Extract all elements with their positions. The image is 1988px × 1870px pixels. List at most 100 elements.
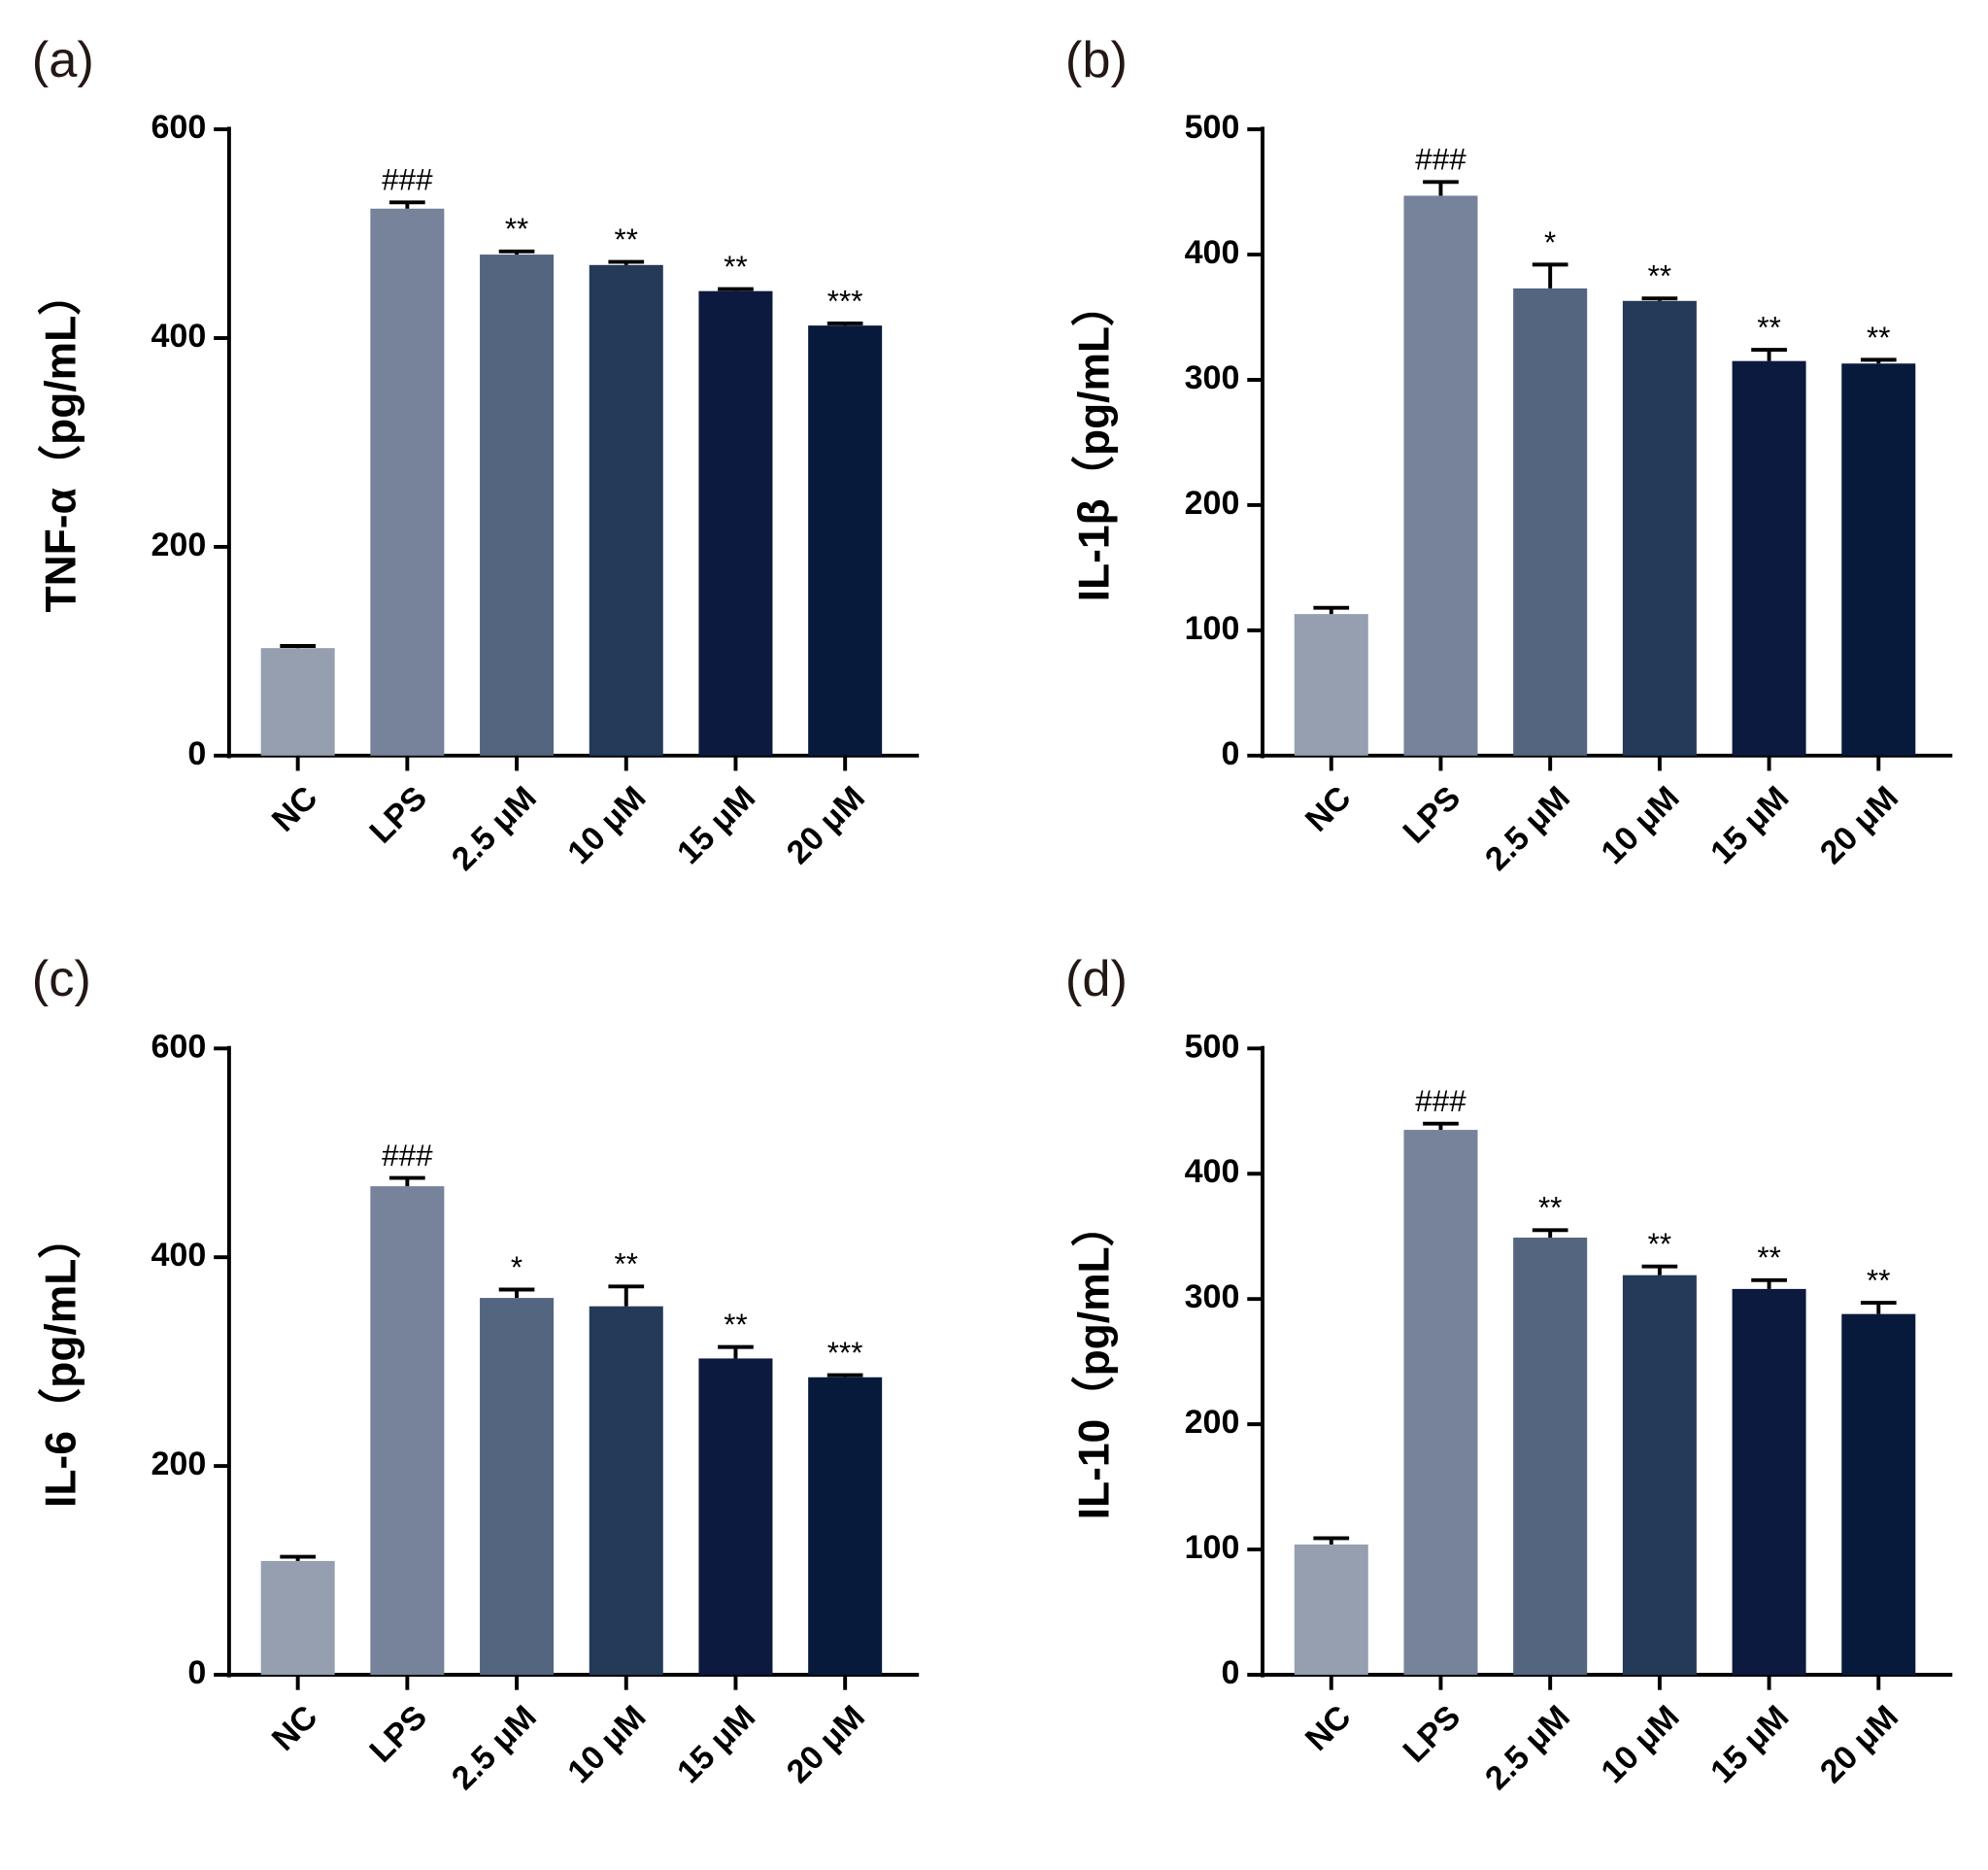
y-tick-label: 200	[1185, 485, 1240, 522]
bar	[1622, 300, 1697, 756]
y-tick-label: 200	[151, 527, 206, 563]
bar	[698, 290, 773, 756]
bar	[589, 1306, 663, 1676]
significance-label: **	[505, 212, 528, 246]
x-tick-label: 20 μM	[780, 779, 872, 871]
significance-label: **	[1867, 1264, 1890, 1298]
x-tick-label: NC	[1298, 1698, 1359, 1757]
significance-label: **	[1538, 1191, 1562, 1225]
panel: (d) IL-10（pg/mL） 0 100 200 300 400 500 NC ### LPS *…	[1065, 951, 1953, 1797]
bar	[1403, 195, 1478, 756]
x-tick-label: LPS	[362, 1698, 434, 1769]
y-axis-label: IL-10（pg/mL）	[1070, 1204, 1118, 1519]
y-tick-label: 400	[151, 318, 206, 355]
x-tick-label: 2.5 μM	[445, 779, 544, 878]
y-axis-label: IL-1β（pg/mL）	[1070, 284, 1118, 602]
significance-label: **	[724, 250, 747, 284]
bar	[1403, 1130, 1478, 1676]
significance-label: **	[724, 1308, 747, 1342]
panel: (c) IL-6（pg/mL） 0 200 400 600 NC ### LPS * 2.5 μM *…	[32, 951, 920, 1797]
y-tick-label: 400	[1185, 1153, 1240, 1190]
significance-label: **	[1757, 311, 1780, 345]
bar	[808, 1377, 883, 1676]
x-tick-label: NC	[1298, 779, 1359, 838]
y-tick-label: 400	[1185, 234, 1240, 271]
x-tick-label: 2.5 μM	[1478, 779, 1577, 878]
y-axis-label: TNF-α（pg/mL）	[37, 272, 84, 612]
bar	[1732, 1288, 1806, 1676]
significance-label: ###	[1415, 1084, 1466, 1118]
significance-label: **	[1757, 1241, 1780, 1275]
bar	[1294, 614, 1368, 756]
bar	[808, 325, 883, 756]
x-tick-label: 15 μM	[1703, 779, 1796, 871]
bar	[370, 1186, 445, 1676]
x-tick-label: 20 μM	[1813, 1698, 1905, 1790]
x-tick-label: 15 μM	[1703, 1698, 1796, 1790]
x-tick-label: 15 μM	[670, 1698, 762, 1790]
bar	[480, 1298, 555, 1676]
x-tick-label: 10 μM	[560, 1698, 653, 1790]
panel-label: (a)	[32, 32, 94, 88]
y-tick-label: 600	[151, 109, 206, 146]
x-tick-label: 20 μM	[1813, 779, 1905, 871]
bar	[1622, 1275, 1697, 1676]
significance-label: ###	[1415, 143, 1466, 177]
bar	[1513, 288, 1588, 756]
y-tick-label: 100	[1185, 610, 1240, 647]
significance-label: **	[1648, 259, 1671, 293]
y-tick-label: 500	[1185, 1028, 1240, 1065]
bar	[589, 264, 663, 756]
bar	[698, 1358, 773, 1676]
y-tick-label: 500	[1185, 109, 1240, 146]
bar	[1294, 1544, 1368, 1676]
x-tick-label: 2.5 μM	[1478, 1698, 1577, 1797]
bar	[1841, 363, 1916, 756]
significance-label: ***	[827, 284, 863, 318]
y-axis-label: IL-6（pg/mL）	[37, 1215, 84, 1508]
panel-label: (c)	[32, 951, 91, 1007]
x-tick-label: 10 μM	[1594, 1698, 1686, 1790]
y-tick-label: 300	[1185, 1278, 1240, 1315]
x-tick-label: LPS	[1396, 779, 1467, 850]
panel: (b) IL-1β（pg/mL） 0 100 200 300 400 500 NC ### LPS *…	[1065, 32, 1953, 878]
bar	[370, 208, 445, 756]
y-tick-label: 400	[151, 1237, 206, 1274]
significance-label: ***	[827, 1336, 863, 1370]
x-tick-label: NC	[265, 779, 325, 838]
x-tick-label: LPS	[362, 779, 434, 850]
significance-label: **	[615, 1247, 638, 1281]
x-tick-label: 2.5 μM	[445, 1698, 544, 1797]
y-tick-label: 100	[1185, 1529, 1240, 1566]
significance-label: ###	[382, 1139, 433, 1173]
y-tick-label: 0	[187, 735, 206, 772]
y-tick-label: 0	[1221, 1654, 1239, 1691]
x-tick-label: 20 μM	[780, 1698, 872, 1790]
panel-label: (b)	[1065, 32, 1128, 88]
y-tick-label: 600	[151, 1028, 206, 1065]
x-tick-label: 10 μM	[1594, 779, 1686, 871]
significance-label: **	[1648, 1227, 1671, 1261]
x-tick-label: 15 μM	[670, 779, 762, 871]
panel: (a) TNF-α（pg/mL） 0 200 400 600 NC ### LPS ** 2.5 μ…	[32, 32, 920, 878]
bar	[260, 1560, 335, 1676]
x-tick-label: LPS	[1396, 1698, 1467, 1769]
significance-label: *	[511, 1250, 522, 1284]
y-tick-label: 200	[151, 1445, 206, 1482]
x-tick-label: NC	[265, 1698, 325, 1757]
y-tick-label: 300	[1185, 359, 1240, 396]
significance-label: ###	[382, 163, 433, 197]
x-tick-label: 10 μM	[560, 779, 653, 871]
bar	[260, 648, 335, 756]
y-tick-label: 0	[187, 1654, 206, 1691]
bar	[1513, 1238, 1588, 1676]
panel-label: (d)	[1065, 951, 1128, 1007]
y-tick-label: 0	[1221, 735, 1239, 772]
significance-label: **	[615, 222, 638, 256]
y-tick-label: 200	[1185, 1404, 1240, 1441]
bar	[480, 255, 555, 756]
bar	[1841, 1313, 1916, 1676]
significance-label: **	[1867, 321, 1890, 355]
significance-label: *	[1544, 225, 1556, 259]
